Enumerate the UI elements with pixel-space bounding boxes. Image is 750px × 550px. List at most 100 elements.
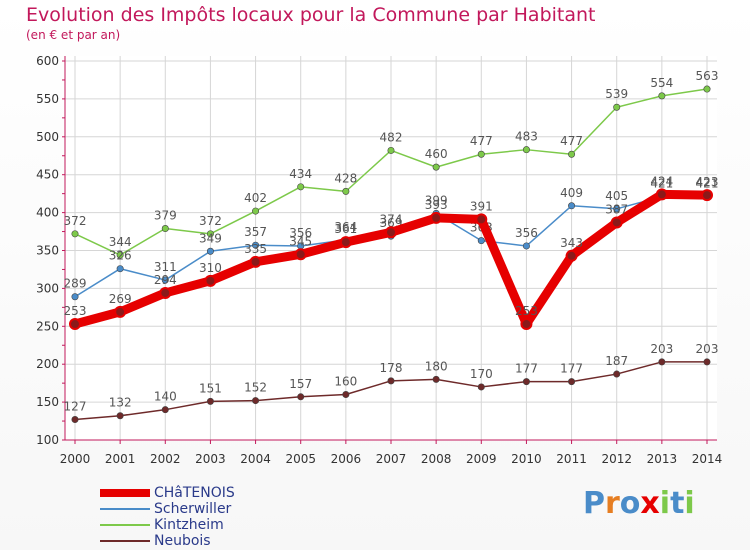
data-label: 344 [109,235,132,249]
y-tick-label: 450 [36,168,59,182]
data-label: 423 [696,175,719,189]
data-point [161,406,169,414]
data-label: 393 [425,198,448,212]
data-label: 364 [334,220,357,234]
data-point [520,318,533,331]
data-point [613,370,621,378]
data-label: 349 [199,231,222,245]
data-label: 132 [109,396,132,410]
data-point [477,150,485,158]
x-tick-label: 2014 [692,452,723,466]
data-label: 310 [199,261,222,275]
data-point [297,183,305,191]
logo-letter: i [659,486,671,521]
data-point [565,249,578,262]
data-label: 379 [154,209,177,223]
data-point [701,189,713,202]
x-tick-label: 2003 [195,452,226,466]
x-tick-label: 2007 [376,452,407,466]
logo-letter: o [619,486,641,521]
data-label: 345 [289,234,312,248]
data-label: 203 [696,342,719,356]
data-point [71,230,79,238]
data-point [116,251,124,259]
data-point [610,216,623,229]
y-tick-label: 300 [36,281,59,295]
x-tick-label: 2005 [285,452,316,466]
y-tick-label: 400 [36,206,59,220]
data-label: 157 [289,377,312,391]
x-tick-label: 2010 [511,452,542,466]
data-point [159,286,172,299]
data-label: 391 [470,199,493,213]
legend-swatch-chatenois [100,489,150,497]
data-point [252,241,260,249]
data-label: 294 [154,273,177,287]
data-label: 289 [64,277,87,291]
data-label: 343 [560,236,583,250]
data-label: 152 [244,381,267,395]
logo-letter: t [670,486,685,521]
x-tick-label: 2009 [466,452,497,466]
data-point [387,146,395,154]
data-label: 170 [470,367,493,381]
data-label: 405 [605,189,628,203]
data-point [294,248,307,261]
data-point [568,150,576,158]
data-label: 140 [154,390,177,404]
data-label: 127 [64,400,87,414]
data-point [385,226,397,239]
data-label: 477 [560,134,583,148]
data-point [71,293,79,301]
data-label: 421 [696,177,719,191]
data-label: 177 [560,362,583,376]
data-point [430,211,443,224]
data-label: 483 [515,130,538,144]
data-label: 374 [380,212,403,226]
data-point [206,247,214,255]
data-point [568,378,576,386]
data-label: 356 [289,226,312,240]
y-tick-label: 150 [36,395,59,409]
series-neubois: 127 132 140 151 152 157 160 178 180 170 177 177 187 2… [64,342,719,424]
data-label: 203 [650,342,673,356]
data-point [342,187,350,195]
data-label: 421 [650,177,673,191]
data-point [206,397,214,405]
data-point [703,358,711,366]
data-label: 477 [470,134,493,148]
data-label: 187 [605,354,628,368]
data-label: 402 [244,191,267,205]
data-point [114,305,127,318]
data-point [206,230,214,238]
y-tick-label: 250 [36,319,59,333]
data-point [432,163,440,171]
data-label: 372 [199,214,222,228]
data-label: 177 [515,362,538,376]
y-tick-label: 200 [36,357,59,371]
legend-label: Scherwiller [154,501,232,517]
x-tick-label: 2006 [331,452,362,466]
data-label: 434 [289,167,312,181]
x-tick-label: 2000 [60,452,91,466]
data-label: 460 [425,147,448,161]
data-label: 356 [515,226,538,240]
data-label: 269 [109,292,132,306]
data-point [116,265,124,273]
data-point [339,236,352,249]
legend-label: Neubois [154,533,211,549]
x-tick-label: 2001 [105,452,136,466]
y-tick-label: 600 [36,54,59,68]
data-point [658,358,666,366]
data-point [69,318,81,331]
data-point [477,383,485,391]
data-label: 253 [515,304,538,318]
data-label: 335 [244,242,267,256]
data-label: 409 [560,186,583,200]
data-point [71,416,79,424]
logo-letter: r [605,486,620,521]
x-tick-label: 2002 [150,452,181,466]
data-label: 399 [425,193,448,207]
data-point [249,255,262,268]
data-label: 387 [605,202,628,216]
